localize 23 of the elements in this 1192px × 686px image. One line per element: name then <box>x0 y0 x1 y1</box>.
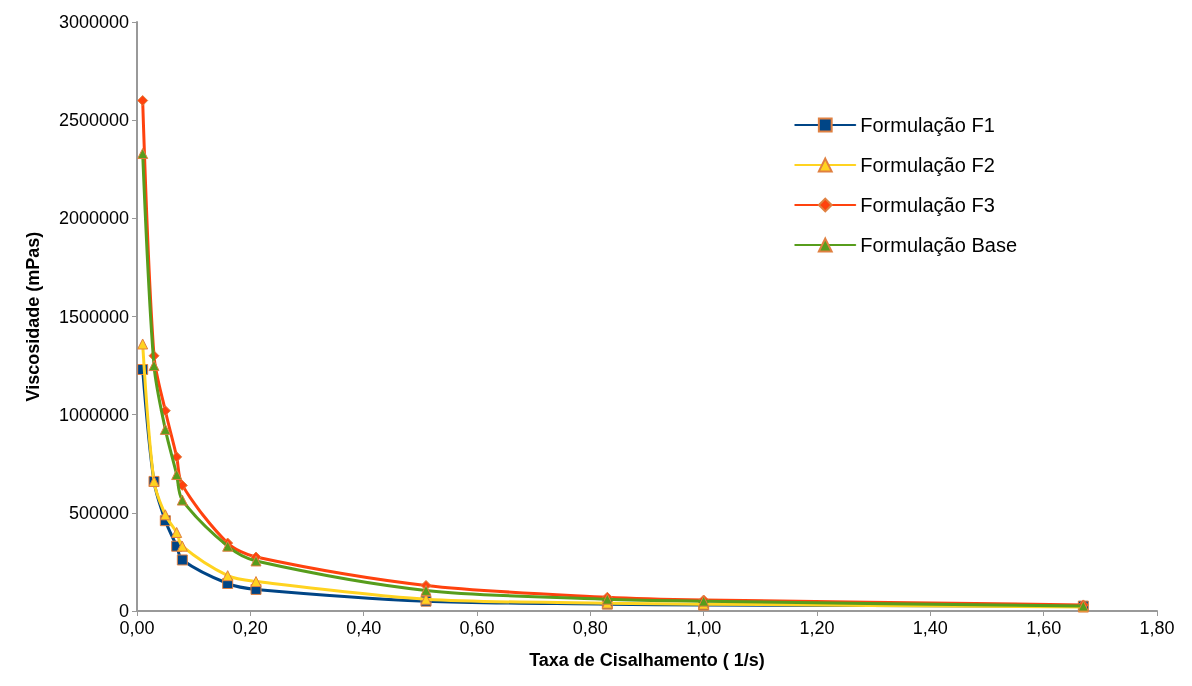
y-tick-label: 1000000 <box>58 404 129 425</box>
y-axis-title: Viscosidade (mPas) <box>23 231 43 402</box>
x-axis-title: Taxa de Cisalhamento ( 1/s) <box>529 650 765 670</box>
y-tick-label: 1500000 <box>58 306 129 327</box>
x-tick-label: 0,80 <box>572 618 608 638</box>
x-tick-label: 1,60 <box>1026 618 1062 638</box>
y-tick-label: 2500000 <box>58 110 129 131</box>
y-tick-label: 0 <box>118 601 129 621</box>
x-tick-label: 0,00 <box>119 618 155 638</box>
x-tick-label: 0,20 <box>232 618 268 638</box>
x-tick-label: 0,40 <box>346 618 382 638</box>
x-tick-label: 1,80 <box>1139 618 1175 638</box>
x-tick-label: 1,00 <box>686 618 722 638</box>
y-tick-label: 500000 <box>68 502 129 523</box>
legend-label: Formulação F1 <box>860 114 995 136</box>
x-tick-label: 1,40 <box>912 618 948 638</box>
legend-label: Formulação Base <box>860 234 1018 256</box>
y-tick-label: 2000000 <box>58 208 129 229</box>
x-tick-label: 1,20 <box>799 618 835 638</box>
legend-label: Formulação F2 <box>860 154 995 176</box>
legend-label: Formulação F3 <box>860 194 995 216</box>
x-tick-label: 0,60 <box>459 618 495 638</box>
y-tick-label: 3000000 <box>58 12 129 32</box>
